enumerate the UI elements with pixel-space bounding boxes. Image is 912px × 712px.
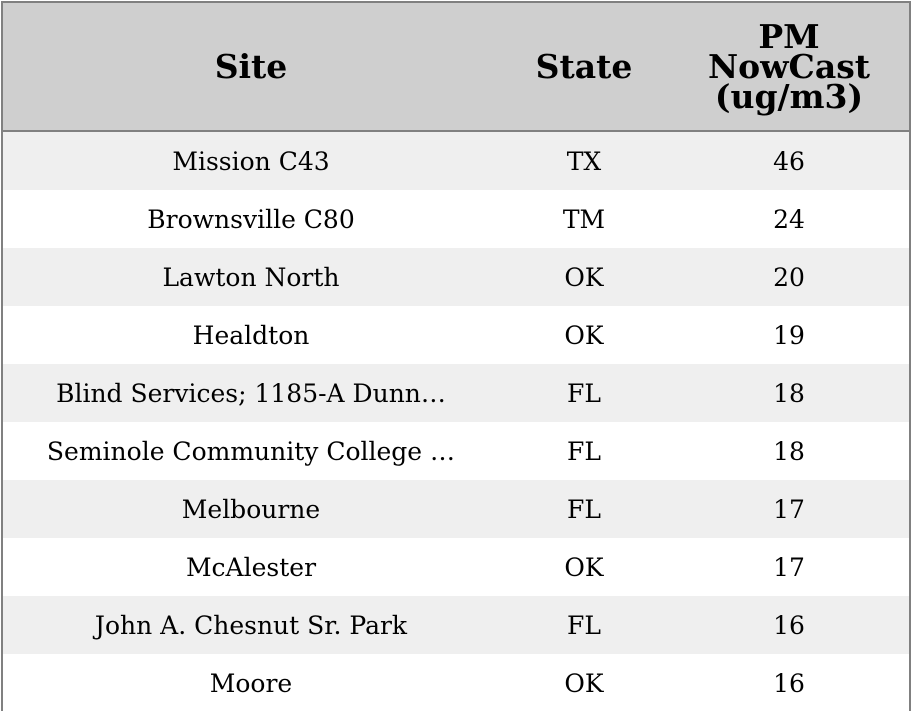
cell-state: OK [564, 262, 604, 292]
cell-site: Brownsville C80 [147, 204, 355, 234]
table-row: Mission C43 TX 46 [3, 132, 909, 190]
column-header-pm-nowcast: PM NowCast (ug/m3) [707, 16, 871, 116]
table-header-row: Site State PM NowCast (ug/m3) [3, 3, 909, 132]
cell-pm-nowcast: 19 [773, 320, 805, 350]
cell-pm-nowcast: 18 [773, 378, 805, 408]
cell-state: TX [566, 146, 602, 176]
table-row: Melbourne FL 17 [3, 480, 909, 538]
cell-pm-nowcast: 24 [773, 204, 805, 234]
cell-pm-nowcast: 17 [773, 494, 805, 524]
cell-pm-nowcast: 16 [773, 668, 805, 698]
column-header-state: State [535, 46, 633, 86]
table-row: McAlester OK 17 [3, 538, 909, 596]
cell-site: Lawton North [162, 262, 340, 292]
cell-state: OK [564, 320, 604, 350]
table-body: Mission C43 TX 46 Brownsville C80 TM 24 Lawton… [3, 132, 909, 712]
cell-site: Melbourne [181, 494, 321, 524]
cell-state: FL [567, 610, 601, 640]
cell-state: TM [562, 204, 606, 234]
cell-pm-nowcast: 16 [773, 610, 805, 640]
column-header-site: Site [214, 46, 288, 86]
table-row: Seminole Community College … FL 18 [3, 422, 909, 480]
cell-pm-nowcast: 46 [773, 146, 805, 176]
cell-state: FL [567, 494, 601, 524]
table-row: Blind Services; 1185-A Dunn… FL 18 [3, 364, 909, 422]
table-row: Brownsville C80 TM 24 [3, 190, 909, 248]
cell-pm-nowcast: 20 [773, 262, 805, 292]
cell-state: FL [567, 436, 601, 466]
cell-state: FL [567, 378, 601, 408]
table-row: John A. Chesnut Sr. Park FL 16 [3, 596, 909, 654]
cell-site: Blind Services; 1185-A Dunn… [56, 378, 446, 408]
cell-site: Mission C43 [172, 146, 330, 176]
cell-state: OK [564, 552, 604, 582]
table-row: Lawton North OK 20 [3, 248, 909, 306]
cell-site: McAlester [185, 552, 317, 582]
cell-state: OK [564, 668, 604, 698]
table-row: Healdton OK 19 [3, 306, 909, 364]
cell-pm-nowcast: 17 [773, 552, 805, 582]
cell-site: Healdton [192, 320, 310, 350]
cell-site: Seminole Community College … [46, 436, 456, 466]
cell-site: Moore [209, 668, 293, 698]
cell-site: John A. Chesnut Sr. Park [94, 610, 408, 640]
cell-pm-nowcast: 18 [773, 436, 805, 466]
table-row: Moore OK 16 [3, 654, 909, 712]
